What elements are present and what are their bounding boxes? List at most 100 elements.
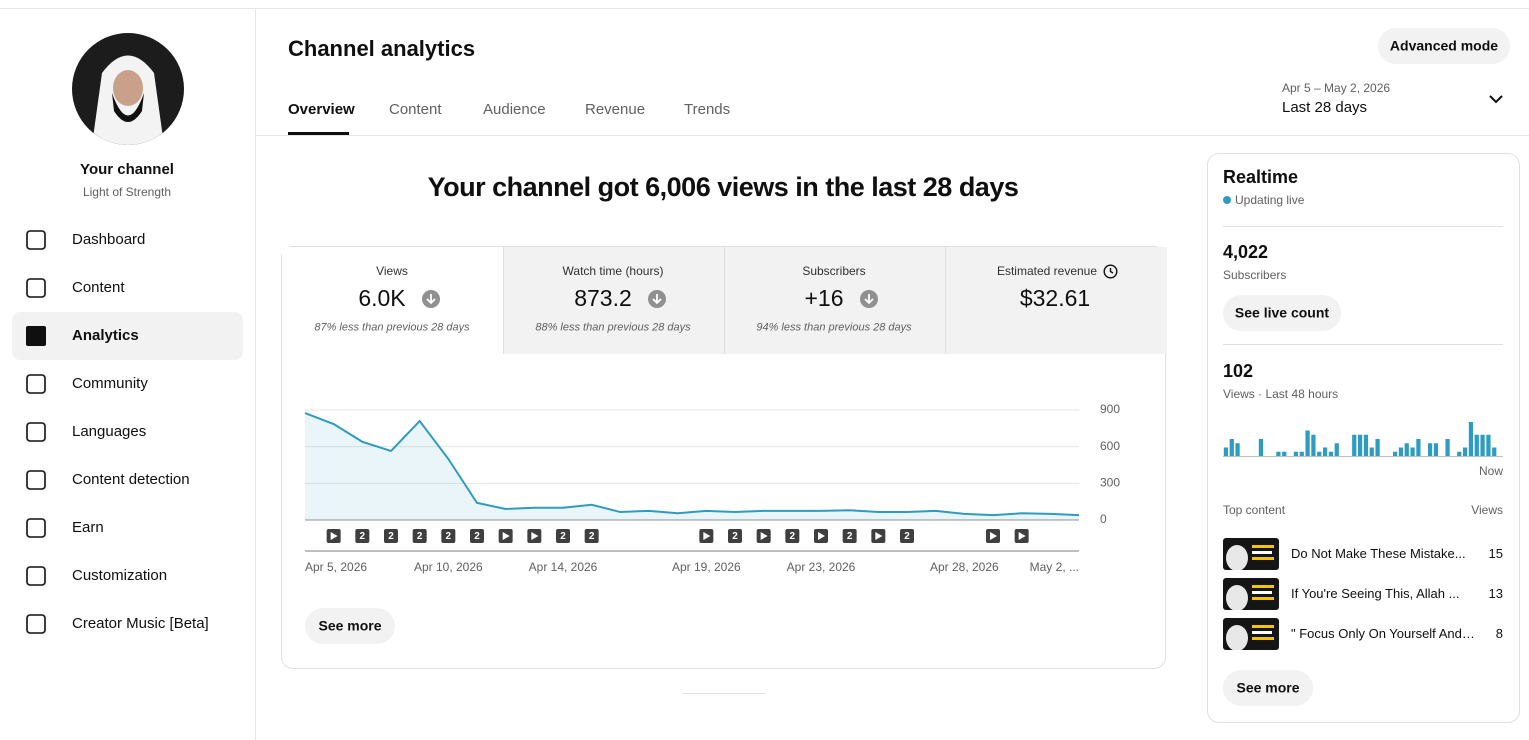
clock (1103, 264, 1118, 279)
thumbnail (1223, 618, 1279, 650)
nav-icon (26, 230, 46, 250)
y-tick-label: 900 (1100, 402, 1120, 416)
tab[interactable]: Content (389, 101, 442, 118)
nav-icon-shape (26, 374, 46, 394)
nav-item[interactable]: Content detection (72, 471, 190, 488)
nav-icon (26, 470, 46, 490)
tab[interactable]: Audience (483, 101, 546, 118)
subscriber-count: 4,022 (1223, 242, 1269, 263)
metric-label: Watch time (hours) (562, 263, 664, 278)
event-marker (900, 529, 914, 543)
metric-change: 87% less than previous 28 days (314, 321, 470, 334)
realtime-bar (1392, 451, 1398, 456)
nav-item[interactable]: Dashboard (72, 231, 146, 248)
metric-tab[interactable] (503, 247, 725, 354)
divider (683, 693, 765, 694)
y-tick-label: 0 (1100, 512, 1107, 526)
see-more-button[interactable]: See more (305, 608, 395, 644)
realtime-bar (1328, 451, 1334, 456)
play-icon (760, 532, 768, 540)
tab[interactable]: Revenue (585, 101, 646, 118)
divider (1223, 344, 1503, 345)
realtime-bar (1276, 451, 1281, 456)
event-count: 2 (446, 531, 452, 542)
event-count: 2 (360, 531, 366, 542)
thumb-figure (1226, 625, 1248, 650)
nav-item[interactable]: Community (72, 375, 148, 392)
event-count: 2 (388, 531, 394, 542)
metric-tab[interactable] (282, 247, 503, 354)
play-icon (531, 532, 539, 540)
date-range: Apr 5 – May 2, 2026 (1282, 80, 1391, 95)
top-content-label: Top content (1223, 502, 1286, 517)
realtime-bar (1410, 447, 1415, 456)
realtime-bar (1322, 447, 1328, 456)
divider (1223, 226, 1503, 227)
thumb-text (1252, 591, 1272, 594)
metric-value: 873.2 (574, 285, 632, 312)
realtime-bar (1223, 447, 1229, 456)
event-marker (556, 529, 570, 543)
realtime-x-label: Now (1478, 463, 1503, 478)
realtime-bar (1305, 430, 1310, 456)
realtime-bar (1357, 434, 1363, 456)
channel-avatar (72, 33, 184, 145)
realtime-bar (1404, 443, 1409, 456)
play-icon (703, 532, 711, 540)
nav-item[interactable]: Content (72, 279, 125, 296)
metric-label: Views (376, 263, 408, 278)
realtime-bar (1352, 434, 1357, 456)
event-count: 2 (560, 531, 566, 542)
x-tick-label: Apr 23, 2026 (787, 560, 856, 574)
headline: Your channel got 6,006 views in the last… (427, 171, 1019, 202)
nav-item[interactable]: Analytics (72, 327, 139, 344)
top-content-title[interactable]: Do Not Make These Mistake... (1291, 546, 1466, 562)
realtime-bar (1457, 451, 1462, 456)
top-content-views: 8 (1495, 626, 1503, 642)
nav-item[interactable]: Earn (72, 519, 104, 536)
period: Last 28 days (1282, 99, 1368, 116)
nav-icon (26, 566, 46, 586)
change-arrow (863, 294, 874, 305)
x-tick-label: Apr 14, 2026 (529, 560, 598, 574)
nav-item[interactable]: Creator Music [Beta] (72, 615, 209, 632)
page-title: Channel analytics (288, 35, 476, 61)
nav-icon-shape (26, 422, 46, 442)
see-more-button-label: See more (318, 617, 382, 634)
realtime-bar (1480, 434, 1485, 456)
nav-item[interactable]: Customization (72, 567, 168, 584)
nav-icon-shape (26, 278, 46, 298)
realtime-bar (1416, 439, 1421, 456)
change-icon (859, 290, 878, 308)
advanced-mode-button[interactable]: Advanced mode (1378, 28, 1510, 64)
event-count: 2 (904, 531, 910, 542)
metric-value: +16 (804, 285, 844, 312)
top-content-title[interactable]: If You're Seeing This, Allah ... (1291, 586, 1460, 602)
realtime-see-more-button-label: See more (1236, 679, 1300, 696)
x-tick-label: Apr 28, 2026 (930, 560, 999, 574)
event-marker (728, 529, 742, 543)
tab[interactable]: Trends (684, 101, 731, 118)
change-arrow (425, 294, 436, 305)
realtime-views-label: Views · Last 48 hours (1223, 386, 1339, 401)
thumb-text (1252, 557, 1274, 560)
line-area (305, 413, 1079, 520)
realtime-bar (1299, 451, 1304, 456)
realtime-bar (1445, 439, 1450, 456)
metric-tab[interactable] (724, 247, 946, 354)
top-content-title[interactable]: " Focus Only On Yourself And ... (1291, 626, 1476, 642)
realtime-bar (1427, 443, 1433, 456)
x-tick-label: Apr 19, 2026 (672, 560, 741, 574)
tab[interactable]: Overview (288, 101, 355, 118)
event-count: 2 (847, 531, 853, 542)
nav-icon-shape (26, 566, 46, 586)
live-count-button[interactable]: See live count (1223, 295, 1341, 331)
nav-item[interactable]: Languages (72, 423, 147, 440)
realtime-views: 102 (1223, 361, 1254, 382)
realtime-bar (1474, 434, 1479, 456)
sidebar-border (255, 9, 256, 740)
realtime-see-more-button[interactable]: See more (1223, 670, 1313, 706)
realtime-bar (1293, 451, 1299, 456)
metric-tab[interactable] (945, 247, 1167, 354)
